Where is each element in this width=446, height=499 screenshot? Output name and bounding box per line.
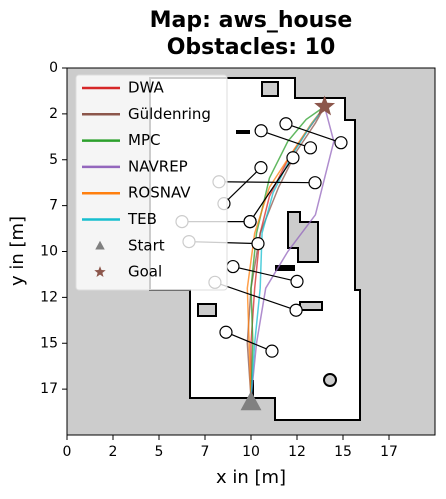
legend-label: DWA: [128, 79, 165, 97]
x-tick-label: 10: [242, 444, 260, 460]
obstacle-path: [223, 167, 262, 205]
obstacle: [286, 151, 300, 165]
legend-box: [75, 74, 228, 291]
map-obstacle: [323, 373, 337, 387]
map-wall: [275, 265, 295, 271]
y-tick-label: 12: [40, 289, 58, 305]
chart-title: Map: aws_house: [150, 8, 353, 33]
marker-star: [94, 266, 106, 277]
x-tick-label: 2: [109, 444, 118, 460]
obstacle-path: [285, 123, 342, 144]
trajectory: [250, 106, 326, 399]
obstacle: [303, 141, 318, 155]
legend-label: MPC: [128, 131, 160, 149]
x-tick-label: 7: [201, 444, 210, 460]
obstacle: [290, 274, 304, 289]
obstacle: [254, 124, 268, 138]
legend: DWA Güldenring MPC NAVREP ROSNAV TEB Start Goal: [75, 74, 228, 291]
x-tick-label: 0: [63, 444, 72, 460]
y-tick-label: 15: [40, 335, 58, 351]
legend-label: Goal: [128, 263, 162, 281]
legend-label: NAVREP: [128, 157, 188, 175]
legend-label: ROSNAV: [128, 184, 191, 202]
y-tick-label: 7: [49, 198, 58, 214]
marker-triangle: [95, 240, 105, 250]
obstacle-path: [214, 281, 297, 311]
map-wall: [236, 130, 250, 134]
x-tick-label: 17: [380, 444, 398, 460]
map-obstacle: [197, 303, 217, 317]
obstacle: [226, 259, 240, 274]
y-tick-label: 0: [49, 60, 58, 76]
y-tick-label: 10: [40, 244, 58, 260]
x-axis-label: x in [m]: [216, 467, 286, 488]
obstacle-path: [218, 181, 316, 184]
y-tick-label: 2: [49, 106, 58, 122]
map-obstacle: [261, 81, 279, 97]
obstacle: [279, 117, 293, 131]
chart-title: Obstacles: 10: [167, 35, 336, 60]
obstacle: [243, 214, 257, 229]
obstacle-path: [225, 331, 273, 352]
marker-triangle: [240, 390, 262, 411]
y-tick-label: 5: [49, 152, 58, 168]
obstacle-path: [260, 130, 311, 149]
legend-label: Güldenring: [128, 105, 211, 123]
obstacle: [219, 325, 233, 339]
map-obstacle: [299, 301, 323, 311]
obstacle-path: [249, 157, 294, 222]
obstacle: [308, 176, 322, 190]
trajectory: [246, 106, 326, 399]
obstacle: [334, 136, 348, 150]
obstacle: [289, 303, 303, 317]
obstacle-path: [232, 265, 298, 282]
obstacle: [254, 161, 268, 175]
obstacle: [251, 237, 265, 251]
trajectory: [250, 106, 335, 399]
obstacle: [265, 344, 279, 358]
x-tick-label: 15: [334, 444, 352, 460]
legend-label: Start: [128, 236, 165, 254]
x-tick-label: 12: [288, 444, 306, 460]
y-axis-label: y in [m]: [7, 216, 28, 286]
y-tick-label: 17: [40, 381, 58, 397]
legend-label: TEB: [127, 210, 157, 228]
x-tick-label: 5: [155, 444, 164, 460]
marker-star: [314, 95, 336, 116]
